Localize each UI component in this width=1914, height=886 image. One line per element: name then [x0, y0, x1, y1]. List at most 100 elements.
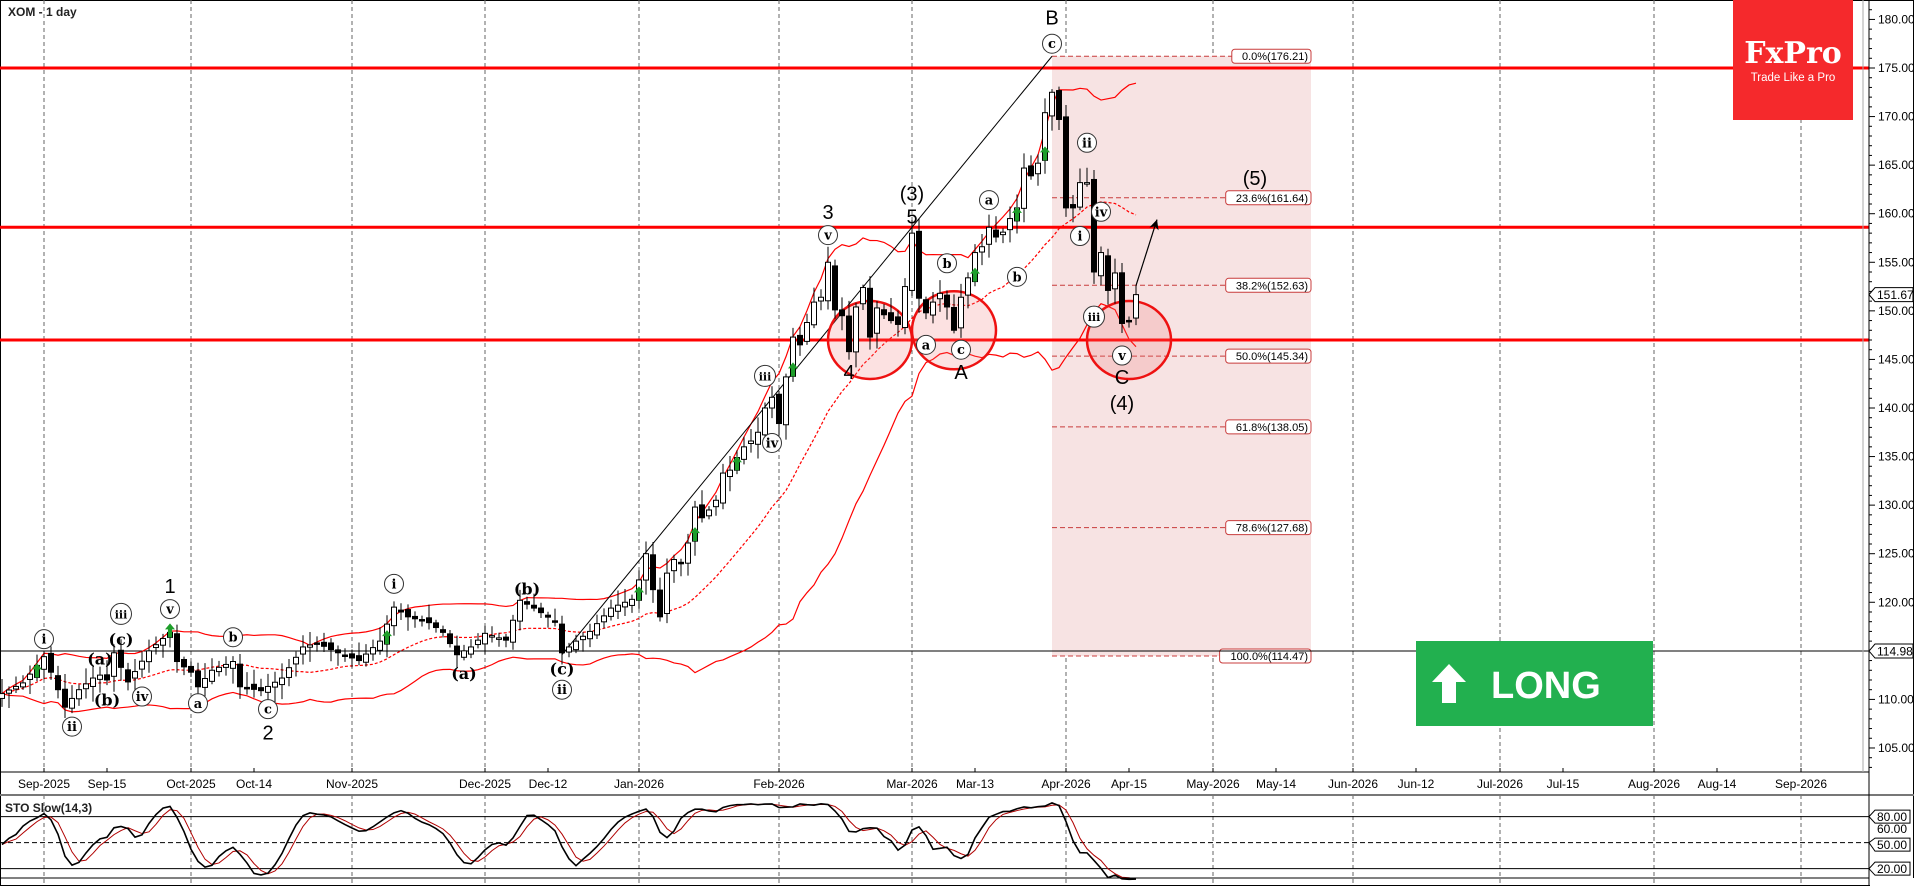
wave-label: iii — [1088, 311, 1101, 324]
candle-bearish — [342, 654, 348, 657]
candle-bullish — [755, 431, 761, 445]
candle-bullish — [377, 640, 383, 651]
candle-bearish — [538, 607, 544, 614]
candle-bearish — [923, 299, 929, 314]
candle-bearish — [328, 642, 334, 651]
candle-bullish — [468, 646, 474, 655]
wave-label: iii — [115, 608, 128, 621]
wave-label-circle — [937, 253, 957, 274]
logo-tagline: Trade Like a Pro — [1751, 72, 1836, 84]
wave-label: (a) — [87, 650, 113, 669]
wave-label: i — [392, 577, 397, 592]
candle-bullish — [265, 685, 271, 693]
wave-degree-label: A — [954, 362, 968, 384]
candle-bearish — [944, 294, 950, 308]
y-tick-label: 125.00 — [1878, 547, 1914, 561]
fib-level-label: 0.0%(176.21) — [1242, 51, 1308, 63]
candle-bearish — [916, 230, 922, 299]
candle-bullish — [811, 301, 817, 326]
x-tick-label: May-14 — [1256, 777, 1296, 791]
candle-bearish — [1126, 319, 1132, 323]
wave-label: iv — [136, 690, 149, 705]
candle-bullish — [1049, 91, 1055, 117]
wave-label: c — [264, 703, 272, 718]
y-tick-label: 160.00 — [1878, 207, 1914, 221]
bollinger-middle-band — [1, 201, 1137, 695]
candle-bullish — [615, 604, 621, 612]
wave-label-circle — [223, 627, 243, 648]
candle-bullish — [83, 683, 89, 690]
candle-bearish — [419, 619, 425, 622]
wave-degree-label: 2 — [262, 722, 273, 744]
wave-label: a — [985, 194, 994, 209]
wave-label-circle — [1070, 226, 1090, 247]
last-price-label: 151.67 — [1877, 288, 1914, 302]
candle-bullish — [783, 376, 789, 426]
wave-label: b — [942, 257, 951, 272]
green-arrow-up-icon — [634, 586, 644, 601]
wave-label: c — [957, 343, 965, 358]
candle-bullish — [1133, 294, 1139, 319]
fib-level-box — [1219, 648, 1312, 664]
candle-bullish — [461, 650, 467, 658]
candle-bullish — [13, 685, 19, 690]
y-tick-label: 165.00 — [1878, 158, 1914, 172]
y-tick-label: 105.00 — [1878, 741, 1914, 755]
candle-bearish — [48, 652, 54, 673]
wave-label-circle — [384, 573, 404, 594]
candle-bearish — [454, 645, 460, 656]
price-axis[interactable]: 105.00 110.00 120.00 125.00 130.00 135.00 140.… — [1868, 9, 1914, 768]
stochastic-axis-mask — [1870, 878, 1914, 886]
wave-degree-label: 1 — [164, 576, 175, 598]
candle-bearish — [1119, 272, 1125, 324]
candle-bullish — [1035, 162, 1041, 175]
candle-bearish — [258, 687, 264, 692]
wave-label-circle — [132, 686, 152, 707]
wave-label: (c) — [550, 659, 575, 678]
candle-bearish — [951, 306, 957, 331]
y-tick-label: 155.00 — [1878, 255, 1914, 269]
candle-bullish — [979, 246, 985, 253]
candle-bearish — [846, 315, 852, 353]
green-arrow-up-icon — [32, 663, 42, 678]
y-tick-label: 145.00 — [1878, 352, 1914, 366]
wave-label-circle — [110, 602, 132, 625]
candle-bullish — [1077, 182, 1083, 208]
wave-label: b — [1012, 270, 1021, 285]
candle-bullish — [622, 601, 628, 608]
candle-bullish — [629, 598, 635, 606]
wave-degree-label: B — [1045, 7, 1058, 29]
candle-bullish — [20, 682, 26, 688]
wave-degree-label: 3 — [822, 202, 833, 224]
wave-label: ii — [67, 720, 77, 735]
candle-bearish — [349, 653, 355, 659]
wave-label: v — [165, 603, 174, 618]
candle-bearish — [776, 393, 782, 425]
candle-bullish — [573, 640, 579, 651]
candle-bullish — [818, 296, 824, 302]
wave-label: b — [228, 631, 237, 646]
wave-label: a — [922, 338, 931, 353]
x-tick-label: Sep-15 — [88, 777, 127, 791]
y-tick-label: 120.00 — [1878, 595, 1914, 609]
candle-bullish — [76, 689, 82, 700]
fib-level-label: 23.6%(161.64) — [1236, 193, 1308, 205]
x-tick-label: Apr-15 — [1111, 777, 1147, 791]
candle-bearish — [188, 665, 194, 673]
candle-bearish — [174, 633, 180, 663]
signal-arrows — [32, 146, 1050, 678]
fibonacci-retracement[interactable]: 0.0%(176.21) 23.6%(161.64) 38.2%(152.63) 50… — [1052, 48, 1312, 664]
candle-bearish — [356, 655, 362, 662]
stochastic-k-line — [1, 802, 1137, 881]
candle-bullish — [853, 306, 859, 353]
y-tick-label: 135.00 — [1878, 450, 1914, 464]
candle-bullish — [937, 292, 943, 300]
candle-bullish — [594, 623, 600, 636]
candle-bullish — [1021, 167, 1027, 209]
candle-bullish — [90, 677, 96, 687]
green-arrow-up-icon — [1040, 146, 1050, 161]
y-tick-label: 130.00 — [1878, 498, 1914, 512]
candle-bullish — [1000, 231, 1006, 236]
